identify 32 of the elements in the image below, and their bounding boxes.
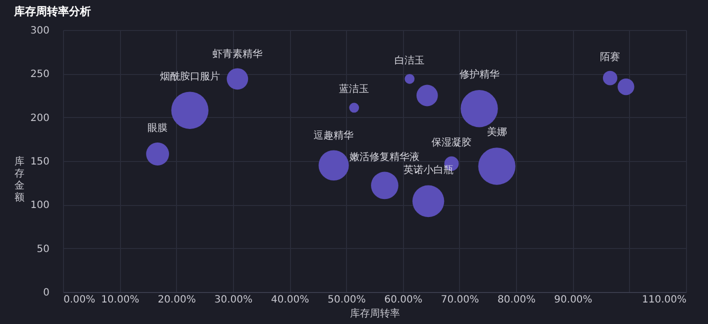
- annotation: 嫩活修复精华液: [350, 151, 420, 164]
- annotation: 虾青素精华: [212, 48, 262, 60]
- y-tick-label: 50: [36, 244, 50, 255]
- annotation: 修护精华: [459, 68, 500, 81]
- x-tick-label: 110.00%: [642, 294, 686, 306]
- x-tick-label: 90.00%: [554, 294, 592, 306]
- x-tick-label: 10.00%: [101, 294, 140, 306]
- y-tick-label: 100: [30, 200, 50, 212]
- y-tick-label: 300: [30, 26, 50, 36]
- annotation: 美娜: [486, 126, 507, 138]
- y-axis-title: 库存金额: [14, 156, 24, 204]
- annotation: 保湿凝胶: [432, 136, 472, 148]
- annotation: 烟酰胺口服片: [160, 70, 220, 82]
- x-tick-label: 20.00%: [158, 294, 196, 306]
- annotation: 眼膜: [148, 122, 168, 134]
- chart-title: 库存周转率分析: [13, 5, 91, 18]
- annotation: 逗趣精华: [314, 129, 354, 142]
- y-tick-label: 150: [30, 156, 50, 168]
- x-tick-label: 50.00%: [328, 294, 366, 306]
- y-tick-label: 0: [43, 288, 50, 298]
- annotation: 蓝洁玉: [339, 83, 370, 96]
- x-tick-label: 70.00%: [440, 294, 480, 306]
- y-tick-label: 200: [30, 112, 50, 124]
- x-tick-label: 80.00%: [498, 294, 536, 306]
- annotation: 白洁玉: [394, 54, 425, 66]
- x-tick-label: 30.00%: [214, 294, 252, 306]
- x-tick-label: 60.00%: [384, 294, 422, 306]
- x-tick-label: 40.00%: [270, 294, 310, 306]
- x-tick-label: 0.00%: [64, 294, 96, 306]
- x-axis-title: 库存周转率: [350, 308, 400, 320]
- y-tick-label: 250: [30, 69, 50, 80]
- annotation: 陌赛: [600, 50, 620, 63]
